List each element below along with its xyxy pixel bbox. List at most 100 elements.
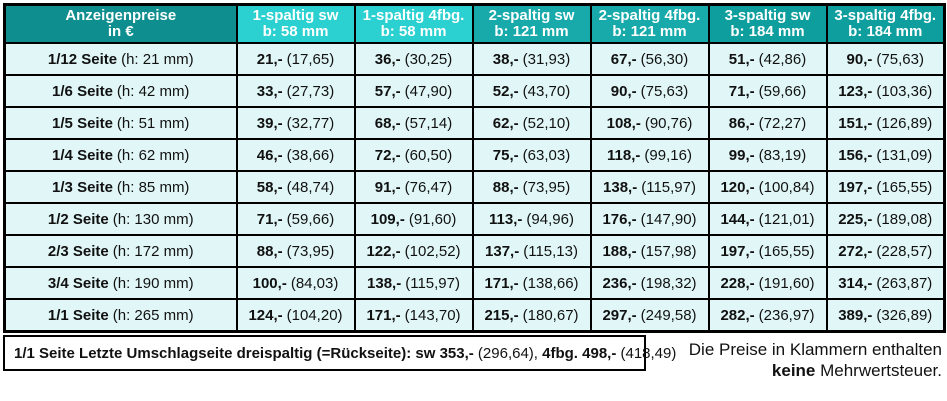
price-gross: 71,- bbox=[256, 210, 283, 228]
price-gross: 138,- bbox=[603, 178, 638, 196]
price-gross: 120,- bbox=[720, 178, 755, 196]
price-cell: 197,- (165,55) bbox=[825, 170, 946, 204]
price-cell: 171,- (143,70) bbox=[353, 298, 474, 333]
price-cell: 52,- (43,70) bbox=[471, 74, 592, 108]
price-cell: 122,- (102,52) bbox=[353, 234, 474, 268]
price-gross: 389,- bbox=[838, 306, 873, 324]
column-header-line2: b: 58 mm bbox=[380, 23, 447, 40]
price-gross: 52,- bbox=[492, 82, 519, 100]
price-cell: 272,- (228,57) bbox=[825, 234, 946, 268]
column-header: 2-spaltig sw b: 121 mm bbox=[471, 3, 592, 44]
vat-note-line1: Die Preise in Klammern enthalten bbox=[688, 340, 942, 359]
price-cell: 108,- (90,76) bbox=[589, 106, 710, 140]
price-cell: 36,- (30,25) bbox=[353, 42, 474, 76]
price-gross: 90,- bbox=[610, 82, 637, 100]
price-net: (198,32) bbox=[640, 274, 697, 292]
column-header: 2-spaltig 4fbg. b: 121 mm bbox=[589, 3, 710, 44]
price-cell: 86,- (72,27) bbox=[707, 106, 828, 140]
column-header-line2: in € bbox=[107, 23, 134, 40]
price-gross: 197,- bbox=[720, 242, 755, 260]
price-cell: 171,- (138,66) bbox=[471, 266, 592, 300]
vat-note-keine: keine bbox=[771, 361, 816, 380]
row-label-size: (h: 190 mm) bbox=[112, 274, 194, 292]
column-header-line1: 2-spaltig sw bbox=[488, 7, 575, 24]
price-cell: 21,- (17,65) bbox=[235, 42, 356, 76]
table-row: 1/3 Seite (h: 85 mm) 58,- (48,74) 91,- (76,47… bbox=[3, 170, 946, 204]
column-header: 1-spaltig 4fbg. b: 58 mm bbox=[353, 3, 474, 44]
row-label-fraction: 1/3 Seite bbox=[52, 178, 113, 196]
price-net: (165,55) bbox=[758, 242, 815, 260]
price-cell: 197,- (165,55) bbox=[707, 234, 828, 268]
price-net: (180,67) bbox=[522, 306, 579, 324]
price-gross: 144,- bbox=[720, 210, 755, 228]
row-label-size: (h: 42 mm) bbox=[116, 82, 190, 100]
price-gross: 109,- bbox=[370, 210, 405, 228]
price-net: (104,20) bbox=[286, 306, 343, 324]
price-cell: 33,- (27,73) bbox=[235, 74, 356, 108]
price-gross: 137,- bbox=[485, 242, 520, 260]
price-gross: 272,- bbox=[838, 242, 873, 260]
price-net: (228,57) bbox=[876, 242, 933, 260]
price-cell: 90,- (75,63) bbox=[825, 42, 946, 76]
price-gross: 68,- bbox=[374, 114, 401, 132]
price-net: (263,87) bbox=[876, 274, 933, 292]
column-header-line1: 2-spaltig 4fbg. bbox=[598, 7, 701, 24]
column-header-line1: 1-spaltig 4fbg. bbox=[362, 7, 465, 24]
price-gross: 225,- bbox=[838, 210, 873, 228]
price-gross: 297,- bbox=[602, 306, 637, 324]
price-net: (189,08) bbox=[876, 210, 933, 228]
back-cover-price-note: 1/1 Seite Letzte Umschlagseite dreispalt… bbox=[3, 335, 676, 371]
price-net: (165,55) bbox=[876, 178, 933, 196]
price-cell: 88,- (73,95) bbox=[471, 170, 592, 204]
table-row: 1/6 Seite (h: 42 mm) 33,- (27,73) 57,- (47,90… bbox=[3, 74, 946, 108]
column-header-line1: Anzeigenpreise bbox=[65, 7, 177, 24]
price-gross: 91,- bbox=[374, 178, 401, 196]
price-gross: 38,- bbox=[492, 50, 519, 68]
price-gross: 62,- bbox=[492, 114, 519, 132]
price-net: (59,66) bbox=[758, 82, 807, 100]
price-table: Anzeigenpreise in €1-spaltig sw b: 58 mm 1-… bbox=[3, 3, 946, 333]
column-header-line2: b: 184 mm bbox=[848, 23, 923, 40]
price-gross: 124,- bbox=[248, 306, 283, 324]
price-gross: 151,- bbox=[838, 114, 873, 132]
row-label: 2/3 Seite (h: 172 mm) bbox=[3, 234, 238, 268]
table-row: 3/4 Seite (h: 190 mm) 100,- (84,03) 138,- (11… bbox=[3, 266, 946, 300]
price-cell: 75,- (63,03) bbox=[471, 138, 592, 172]
price-gross: 236,- bbox=[602, 274, 637, 292]
price-net: (236,97) bbox=[758, 306, 815, 324]
price-cell: 120,- (100,84) bbox=[707, 170, 828, 204]
row-label-size: (h: 51 mm) bbox=[116, 114, 190, 132]
price-cell: 109,- (91,60) bbox=[353, 202, 474, 236]
price-net: (121,01) bbox=[758, 210, 815, 228]
price-cell: 90,- (75,63) bbox=[589, 74, 710, 108]
price-net: (99,16) bbox=[644, 146, 692, 164]
price-net: (17,65) bbox=[286, 50, 335, 68]
price-net: (94,96) bbox=[526, 210, 574, 228]
price-gross: 118,- bbox=[607, 146, 641, 164]
price-gross: 88,- bbox=[492, 178, 519, 196]
price-net: (30,25) bbox=[404, 50, 453, 68]
price-net: (48,74) bbox=[286, 178, 335, 196]
price-net: (191,60) bbox=[758, 274, 815, 292]
row-label-size: (h: 85 mm) bbox=[116, 178, 190, 196]
price-net: (249,58) bbox=[640, 306, 697, 324]
footer-segment: (418,49) bbox=[616, 345, 677, 362]
price-net: (57,14) bbox=[404, 114, 453, 132]
price-cell: 71,- (59,66) bbox=[235, 202, 356, 236]
price-net: (60,50) bbox=[404, 146, 453, 164]
price-gross: 197,- bbox=[838, 178, 873, 196]
price-gross: 58,- bbox=[256, 178, 283, 196]
row-label-fraction: 1/1 Seite bbox=[47, 306, 109, 324]
table-row: 1/5 Seite (h: 51 mm) 39,- (32,77) 68,- (57,14… bbox=[3, 106, 946, 140]
column-header: 1-spaltig sw b: 58 mm bbox=[235, 3, 356, 44]
price-cell: 282,- (236,97) bbox=[707, 298, 828, 333]
price-cell: 138,- (115,97) bbox=[353, 266, 474, 300]
price-cell: 100,- (84,03) bbox=[235, 266, 356, 300]
price-cell: 58,- (48,74) bbox=[235, 170, 356, 204]
price-net: (32,77) bbox=[286, 114, 335, 132]
price-gross: 39,- bbox=[256, 114, 283, 132]
price-gross: 72,- bbox=[374, 146, 401, 164]
price-net: (31,93) bbox=[522, 50, 571, 68]
price-net: (52,10) bbox=[522, 114, 571, 132]
